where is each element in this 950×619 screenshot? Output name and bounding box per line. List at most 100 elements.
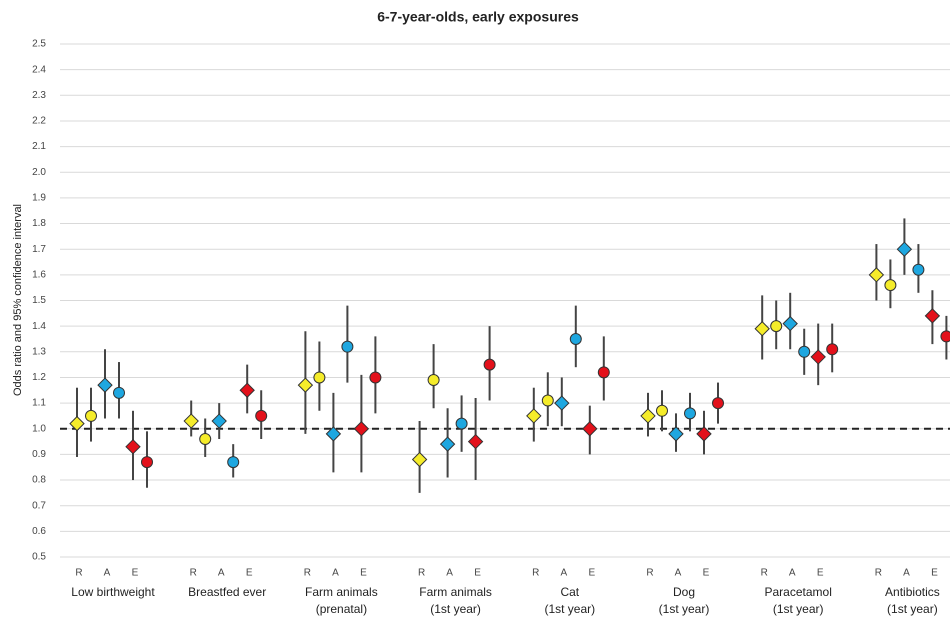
sub-label: A xyxy=(104,568,111,579)
y-tick-label: 1.6 xyxy=(32,269,46,280)
circle-marker xyxy=(826,343,839,356)
sub-label: R xyxy=(75,568,82,579)
category-label: Farm animals xyxy=(419,585,492,599)
category-label: Farm animals xyxy=(305,585,378,599)
y-tick-label: 1.4 xyxy=(32,321,46,332)
diamond-marker xyxy=(211,413,227,429)
circle-marker xyxy=(141,456,153,469)
sub-label: E xyxy=(817,568,824,579)
y-tick-label: 1.7 xyxy=(32,244,46,255)
category-label: (1st year) xyxy=(430,602,481,616)
circle-marker xyxy=(940,330,950,343)
sub-label: R xyxy=(646,568,653,579)
y-tick-label: 1.9 xyxy=(32,193,46,204)
diamond-marker xyxy=(353,421,370,437)
category-label: Dog xyxy=(673,585,695,599)
circle-marker xyxy=(712,397,724,410)
diamond-marker xyxy=(582,421,598,437)
diamond-marker xyxy=(239,382,255,398)
diamond-marker xyxy=(297,377,314,393)
diamond-marker xyxy=(696,426,712,442)
y-tick-label: 2.3 xyxy=(32,90,46,101)
sub-label: E xyxy=(360,568,367,579)
y-tick-label: 0.7 xyxy=(32,500,46,511)
sub-label: A xyxy=(332,568,339,579)
sub-label: E xyxy=(588,568,595,579)
sub-label: A xyxy=(903,568,910,579)
diamond-marker xyxy=(810,349,826,365)
y-tick-label: 1.5 xyxy=(32,295,46,306)
sub-label: A xyxy=(218,568,225,579)
circle-marker xyxy=(341,340,354,353)
category-label: Low birthweight xyxy=(71,585,155,599)
y-tick-label: 1.0 xyxy=(32,423,46,434)
category-label: Antibiotics xyxy=(885,585,940,599)
category-label: Cat xyxy=(560,585,579,599)
diamond-marker xyxy=(868,267,885,283)
sub-label: R xyxy=(532,568,539,579)
circle-marker xyxy=(113,386,125,399)
diamond-marker xyxy=(125,438,141,455)
circle-marker xyxy=(313,371,326,384)
diamond-marker xyxy=(640,408,656,424)
y-tick-label: 0.5 xyxy=(32,552,46,563)
y-tick-label: 0.6 xyxy=(32,526,46,537)
sub-label: R xyxy=(761,568,768,579)
sub-label: R xyxy=(190,568,197,579)
diamond-marker xyxy=(467,433,484,450)
circle-marker xyxy=(455,417,468,430)
sub-label: R xyxy=(304,568,311,579)
y-tick-label: 1.2 xyxy=(32,372,46,383)
sub-label: E xyxy=(246,568,253,579)
y-tick-label: 1.1 xyxy=(32,398,46,409)
y-tick-label: 2.4 xyxy=(32,64,46,75)
diamond-marker xyxy=(526,408,542,424)
circle-marker xyxy=(483,358,496,371)
circle-marker xyxy=(427,374,440,387)
category-label: Paracetamol xyxy=(765,585,832,599)
diamond-marker xyxy=(411,451,428,468)
diamond-marker xyxy=(183,413,199,429)
y-tick-label: 1.3 xyxy=(32,346,46,357)
diamond-marker xyxy=(439,436,456,452)
diamond-marker xyxy=(782,315,798,332)
y-tick-label: 2.5 xyxy=(32,39,46,50)
circle-marker xyxy=(541,394,554,407)
diamond-marker xyxy=(924,308,941,324)
category-label: (1st year) xyxy=(773,602,824,616)
y-axis-title: Odds ratio and 95% confidence interval xyxy=(12,204,24,396)
y-tick-label: 0.8 xyxy=(32,475,46,486)
diamond-marker xyxy=(668,426,684,442)
y-tick-label: 2.2 xyxy=(32,116,46,127)
circle-marker xyxy=(912,263,925,276)
y-tick-label: 2.1 xyxy=(32,141,46,152)
sub-label: A xyxy=(560,568,567,579)
sub-label: R xyxy=(418,568,425,579)
diamond-marker xyxy=(754,321,770,337)
chart-title: 6-7-year-olds, early exposures xyxy=(377,9,579,25)
y-tick-label: 2.0 xyxy=(32,167,46,178)
circle-marker xyxy=(569,332,582,345)
circle-marker xyxy=(199,433,212,446)
sub-label: R xyxy=(875,568,882,579)
y-tick-label: 1.8 xyxy=(32,218,46,229)
sub-label: A xyxy=(675,568,682,579)
circle-marker xyxy=(798,345,811,358)
circle-marker xyxy=(770,320,783,333)
circle-marker xyxy=(684,407,696,420)
circle-marker xyxy=(884,279,897,292)
sub-label: E xyxy=(703,568,710,579)
circle-marker xyxy=(227,456,240,469)
diamond-marker xyxy=(69,415,85,432)
category-label: Breastfed ever xyxy=(188,585,266,599)
circle-marker xyxy=(369,371,382,384)
category-label: (prenatal) xyxy=(316,602,367,616)
circle-marker xyxy=(85,409,97,422)
category-label: (1st year) xyxy=(887,602,938,616)
category-label: (1st year) xyxy=(659,602,710,616)
sub-label: E xyxy=(132,568,139,579)
diamond-marker xyxy=(554,395,570,411)
sub-label: A xyxy=(789,568,796,579)
circle-marker xyxy=(597,366,610,379)
